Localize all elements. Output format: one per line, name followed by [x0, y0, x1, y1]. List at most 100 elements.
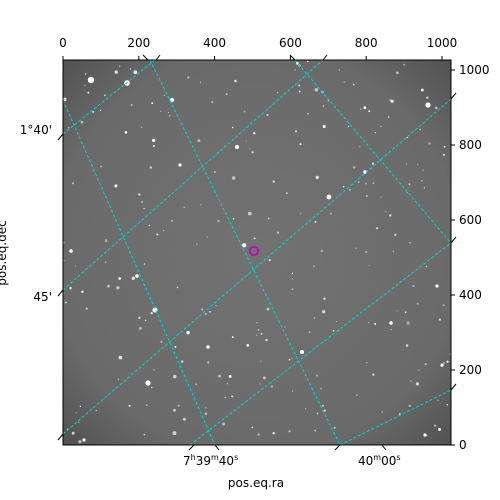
star [149, 166, 152, 169]
star [415, 382, 420, 386]
star [291, 288, 294, 291]
star [422, 169, 424, 171]
star [417, 164, 419, 166]
star [172, 431, 177, 436]
star [87, 76, 95, 84]
grid-line [63, 98, 451, 435]
star [437, 399, 439, 402]
star [251, 426, 254, 429]
star [357, 181, 360, 183]
star [365, 195, 368, 198]
star [242, 243, 247, 248]
star [231, 395, 234, 398]
star [438, 318, 442, 321]
right-tick-label: 1000 [459, 63, 490, 77]
star [253, 237, 256, 240]
star [235, 145, 239, 149]
star [143, 207, 145, 210]
star [322, 310, 326, 314]
star [426, 96, 429, 99]
star [291, 272, 294, 275]
star [257, 433, 260, 436]
bottom-tick-label: 7h39m40s [183, 453, 238, 468]
star [405, 163, 408, 165]
star [257, 329, 260, 331]
star [300, 213, 302, 215]
star [313, 265, 315, 267]
star [406, 192, 408, 194]
star [390, 328, 393, 331]
star [135, 274, 139, 278]
top-axis-ticks: 0 200 400 600 800 1000 [59, 36, 457, 60]
left-tick-label: 45' [33, 290, 52, 304]
top-tick-label: 800 [355, 36, 378, 50]
star [265, 338, 268, 342]
star [294, 69, 296, 71]
star [389, 214, 392, 217]
star [421, 179, 423, 182]
star [423, 187, 426, 189]
star [268, 259, 271, 262]
star [440, 363, 444, 367]
star [372, 373, 375, 376]
star [173, 374, 177, 379]
star [396, 310, 398, 312]
star [295, 61, 299, 65]
star [298, 84, 301, 87]
star [69, 286, 72, 290]
star [234, 79, 237, 83]
star [148, 224, 151, 227]
x-axis-label: pos.eq.ra [228, 476, 284, 490]
star [249, 148, 251, 150]
star [256, 322, 258, 324]
star [355, 394, 358, 396]
plot-frame [62, 59, 452, 446]
star [72, 182, 75, 185]
star [315, 175, 319, 180]
star [368, 321, 370, 324]
star [87, 91, 90, 94]
grid-line [294, 60, 451, 244]
star [366, 362, 368, 364]
star [138, 193, 141, 196]
star [246, 344, 250, 347]
star [197, 139, 201, 143]
star [231, 126, 234, 129]
star [435, 284, 439, 288]
star [322, 404, 324, 407]
star [327, 100, 330, 102]
star [404, 311, 407, 313]
star [424, 363, 427, 366]
top-tick-label: 400 [203, 36, 226, 50]
star [316, 412, 319, 415]
star [352, 166, 356, 169]
star [252, 132, 256, 135]
star [95, 409, 97, 412]
star [288, 430, 291, 433]
star [195, 383, 197, 385]
star [408, 183, 411, 186]
star-field [63, 60, 451, 444]
star [363, 170, 367, 174]
grid-line [339, 389, 451, 445]
top-tick-label: 0 [59, 36, 67, 50]
star [144, 319, 147, 322]
star [398, 413, 401, 415]
right-tick-label: 0 [459, 438, 467, 452]
star [425, 265, 428, 268]
star [84, 84, 86, 87]
star [298, 90, 301, 93]
star [291, 358, 293, 360]
star [129, 68, 132, 70]
star [217, 219, 220, 223]
star [374, 322, 377, 325]
star [118, 355, 123, 360]
star [182, 417, 186, 421]
star [307, 113, 309, 115]
star [163, 94, 165, 97]
star [410, 380, 412, 382]
star [226, 382, 229, 385]
star [323, 297, 326, 300]
star [313, 317, 316, 319]
